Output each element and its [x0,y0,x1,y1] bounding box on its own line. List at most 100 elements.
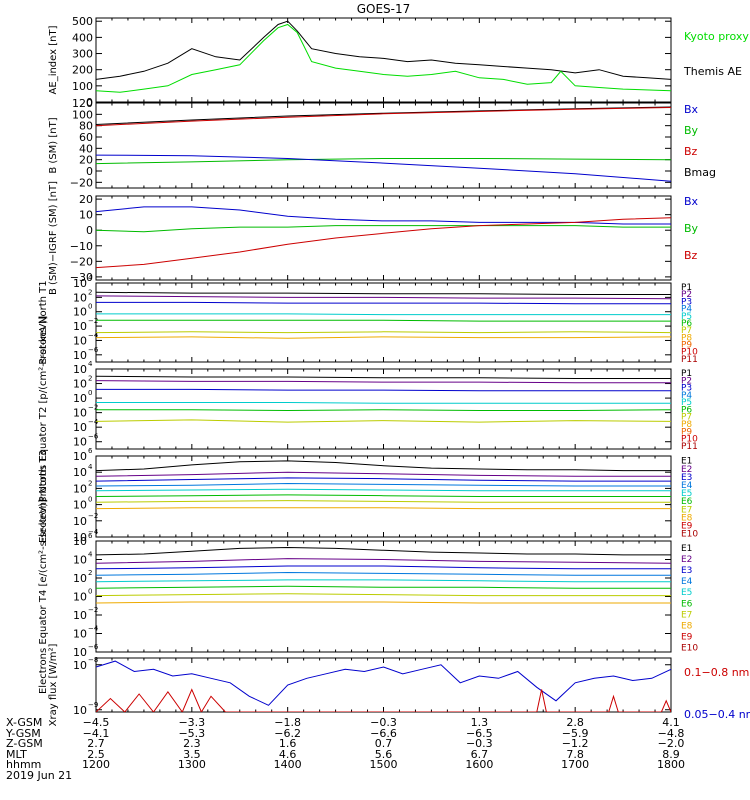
y-axis-label: Electrons Equator T4 [e/(cm²-s-sr-keV)] [38,499,49,694]
y-tick-label: 10 [79,209,93,222]
series-0-05-0-4-nm [96,688,671,712]
y-tick-label: 10 [73,515,87,528]
x-tick-label: 8.9 [662,748,680,761]
x-tick-label: −0.3 [466,737,493,750]
y-tick-label: 0 [86,96,93,109]
x-tick-label: 5.6 [375,748,393,761]
series-p8 [96,336,671,339]
legend-e8: E8 [681,621,693,631]
y-tick-exponent: 2 [88,569,92,577]
legend-bx: Bx [684,103,699,116]
legend-bz: Bz [684,249,698,262]
legend-e3: E3 [681,566,692,576]
y-tick-exponent: −2 [88,317,98,325]
y-tick-exponent: −4 [88,331,99,339]
y-axis-label: Electrons North T3 [38,450,49,543]
x-tick-label: 1500 [370,758,398,771]
y-tick-label: 20 [79,154,93,167]
y-tick-label: 10 [73,277,87,290]
y-tick-exponent: 6 [88,532,93,540]
legend-p1: P1 [681,369,692,379]
x-tick-label: −1.8 [274,716,301,729]
y-tick-exponent: −6 [88,643,99,651]
panel-3: −30 −20 −10 0 10 20 B (SM)−IGRF (SM) [nT] Bx By B… [48,181,699,295]
x-row-label: X-GSM [6,716,42,729]
x-row-label: MLT [6,748,27,761]
series-p2 [96,295,671,300]
y-tick-exponent: −8 [88,656,98,664]
legend-0-05-0-4-nm: 0.05−0.4 nm [684,708,750,721]
x-tick-label: 1400 [274,758,302,771]
legend-e7: E7 [681,610,692,620]
series-kyoto-proxy-ae [96,23,671,93]
x-tick-label: 1200 [82,758,110,771]
legend-e1: E1 [681,457,692,467]
y-tick-label: 10 [73,392,87,405]
series-e1 [96,460,671,472]
y-tick-label: 80 [79,120,93,133]
x-tick-label: 2.7 [87,737,105,750]
y-tick-label: 10 [73,320,87,333]
series-e3 [96,565,671,570]
y-tick-exponent: 0 [88,588,92,596]
y-tick-label: 10 [73,499,87,512]
x-tick-label: −4.1 [83,727,110,740]
legend-p8: P8 [681,333,692,343]
series-p3 [96,301,671,305]
series-p5 [96,313,671,316]
x-tick-label: 1700 [561,758,589,771]
y-axis-label: Protons Equator T2 [p/(cm²-s-sr-keV)] [38,316,49,503]
legend-e1: E1 [681,544,692,554]
series-e3 [96,477,671,482]
series-e1 [96,546,671,556]
x-tick-label: −6.2 [274,727,301,740]
legend-kyoto-proxy-ae: Kyoto proxy AE [684,30,750,43]
series-e4 [96,482,671,487]
x-tick-label: 1.6 [279,737,297,750]
y-tick-label: 40 [79,142,93,155]
x-row-label: hhmm [6,758,41,771]
y-tick-label: 10 [73,421,87,434]
y-tick-exponent: 2 [88,375,92,383]
y-tick-exponent: 4 [88,463,93,471]
y-tick-label: 60 [79,131,93,144]
y-tick-label: 10 [73,591,87,604]
legend-p2: P2 [681,376,692,386]
y-tick-label: 10 [73,306,87,319]
y-tick-exponent: 0 [88,496,92,504]
x-tick-label: 1600 [465,758,493,771]
y-tick-label: 500 [72,15,93,28]
x-tick-label: 4.6 [279,748,297,761]
y-tick-label: 100 [72,80,93,93]
legend-p4: P4 [681,391,692,401]
plot-title: GOES-17 [357,2,411,16]
y-tick-label: 120 [72,97,93,110]
y-tick-exponent: −2 [88,512,98,520]
series-p7 [96,331,671,334]
y-tick-label: 10 [73,378,87,391]
y-tick-label: 10 [73,535,87,548]
x-tick-label: 1800 [657,758,685,771]
y-tick-label: 0 [86,165,93,178]
x-tick-label: 1.3 [471,716,489,729]
series-e5 [96,579,671,583]
y-tick-label: 10 [73,646,87,659]
legend-p3: P3 [681,297,692,307]
series-e4 [96,571,671,576]
legend-themis-ae: Themis AE [683,65,742,78]
y-tick-label: 10 [73,482,87,495]
y-tick-label: 10 [73,704,87,717]
legend-e5: E5 [681,588,692,598]
panel-frame [95,195,672,281]
x-row-label: Y-GSM [5,727,41,740]
y-tick-label: 10 [73,531,87,544]
y-tick-exponent: −6 [88,346,99,354]
y-tick-exponent: 0 [88,389,92,397]
legend-p5: P5 [681,312,692,322]
y-tick-label: 300 [72,48,93,61]
y-tick-exponent: −4 [88,528,99,536]
series-e2 [96,558,671,564]
legend-p8: P8 [681,420,692,430]
series-themis-ae [96,20,671,80]
